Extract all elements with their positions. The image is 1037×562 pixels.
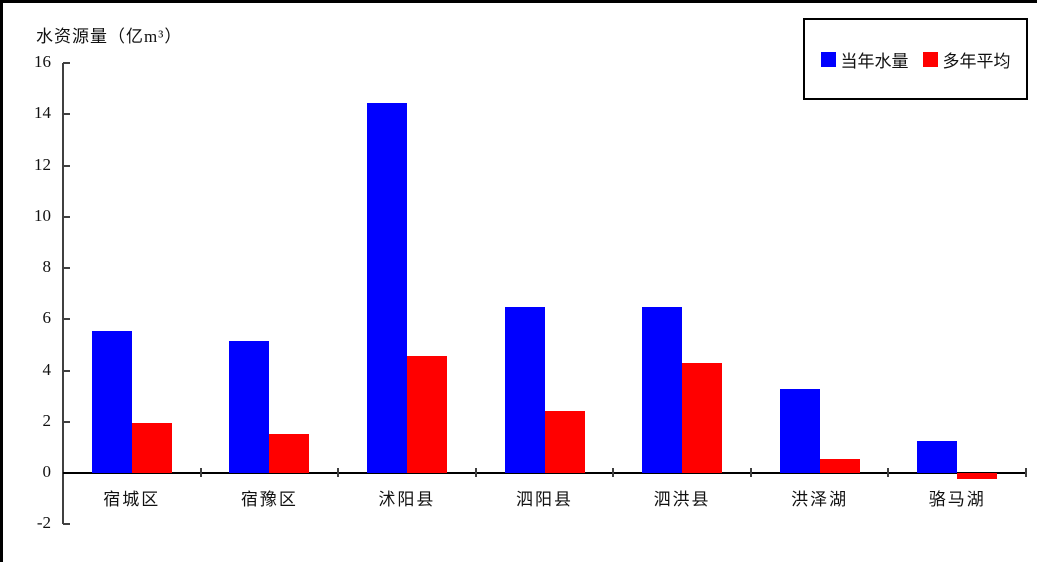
x-category-label: 泗洪县 [653, 490, 711, 509]
y-tick-label: 0 [42, 462, 52, 481]
y-tick-mark [63, 113, 70, 116]
x-category-label: 骆马湖 [928, 490, 986, 509]
x-category-label: 宿豫区 [240, 490, 298, 509]
bar-current-year-3 [366, 102, 407, 473]
legend-label-multiyear-average: 多年平均 [942, 51, 1011, 71]
y-tick-mark [63, 267, 70, 269]
y-tick-label: 16 [34, 52, 51, 71]
legend-swatch-current-year [820, 51, 836, 67]
x-tick-mark [199, 468, 202, 477]
bar-multiyear-average-5 [682, 363, 723, 473]
y-tick-label: 14 [34, 103, 51, 123]
x-tick-mark [337, 468, 340, 477]
bar-multiyear-average-2 [269, 433, 310, 473]
y-tick-mark [63, 369, 70, 372]
x-axis-line [63, 472, 1026, 474]
bar-multiyear-average-6 [819, 459, 860, 473]
y-tick-label: 4 [42, 359, 52, 379]
x-tick-mark [474, 468, 477, 477]
y-tick-label: 6 [42, 308, 52, 328]
y-tick-label: 10 [34, 205, 51, 225]
x-category-label: 沭阳县 [378, 490, 436, 509]
y-tick-mark [63, 523, 70, 526]
bar-current-year-7 [917, 440, 958, 473]
y-tick-mark [63, 215, 70, 218]
bar-current-year-2 [229, 340, 270, 473]
y-tick-mark [63, 420, 70, 423]
y-axis-line [62, 63, 64, 525]
x-category-label: 洪泽湖 [791, 490, 849, 509]
x-tick-mark [1025, 468, 1027, 477]
legend-swatch-multiyear-average [922, 51, 938, 67]
bar-current-year-1 [91, 330, 132, 473]
bar-multiyear-average-3 [406, 356, 447, 473]
y-tick-label: 8 [42, 257, 52, 276]
y-tick-label: 12 [34, 154, 51, 174]
x-category-label: 泗阳县 [516, 490, 573, 509]
legend: 当年水量 多年平均 [803, 18, 1028, 100]
bar-current-year-5 [642, 307, 683, 473]
y-tick-mark [63, 62, 70, 64]
x-category-label: 宿城区 [103, 490, 161, 509]
y-tick-mark [63, 164, 70, 167]
bar-multiyear-average-1 [131, 422, 172, 473]
bar-multiyear-average-4 [544, 410, 585, 473]
bar-multiyear-average-7 [957, 473, 998, 479]
legend-item-multiyear-average: 多年平均 [922, 47, 1011, 72]
legend-item-current-year: 当年水量 [820, 47, 909, 72]
x-tick-mark [749, 468, 752, 477]
bar-current-year-4 [504, 307, 545, 473]
x-tick-mark [612, 468, 615, 477]
y-tick-label: 2 [42, 410, 52, 430]
bar-current-year-6 [779, 389, 820, 473]
legend-label-current-year: 当年水量 [840, 51, 909, 71]
x-tick-mark [887, 468, 890, 477]
y-tick-label: -2 [36, 513, 51, 533]
y-tick-mark [63, 318, 70, 321]
y-axis-title: 水资源量（亿m³） [36, 27, 183, 46]
